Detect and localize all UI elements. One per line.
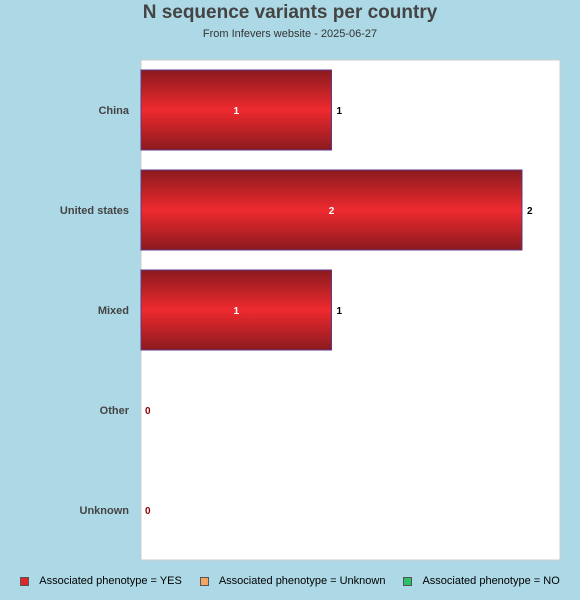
legend-label-yes: Associated phenotype = YES [39, 575, 182, 587]
bar-mixed [140, 269, 332, 351]
category-label-other: Other [100, 405, 130, 417]
bar-united-states [140, 169, 523, 251]
category-label-united-states: United states [60, 205, 129, 217]
legend-swatch-unknown [199, 576, 209, 586]
bar-value-label-united-states: 2 [329, 206, 335, 217]
category-label-mixed: Mixed [98, 305, 129, 317]
chart-subtitle: From Infevers website - 2025-06-27 [202, 28, 378, 40]
category-label-china: China [98, 105, 129, 117]
chart-legend: Associated phenotype = YES Associated ph… [0, 575, 580, 587]
total-label-united-states: 2 [527, 206, 533, 217]
total-label-other: 0 [145, 406, 151, 417]
category-label-unknown: Unknown [80, 505, 130, 517]
total-label-unknown: 0 [145, 506, 151, 517]
legend-swatch-yes [20, 576, 30, 586]
bar-china [140, 69, 332, 151]
legend-label-unknown: Associated phenotype = Unknown [218, 575, 386, 587]
chart-title: N sequence variants per country [142, 2, 438, 23]
legend-swatch-no [403, 576, 413, 586]
legend-item-no[interactable]: Associated phenotype = NO [403, 575, 560, 587]
bar-chart: China 1 1 United states 2 2 Mixed 1 1 Other 0 Unkno… [60, 59, 561, 561]
bar-value-label-china: 1 [233, 106, 239, 117]
total-label-china: 1 [337, 106, 343, 117]
legend-item-yes[interactable]: Associated phenotype = YES [20, 575, 182, 587]
legend-label-no: Associated phenotype = NO [422, 575, 560, 587]
total-label-mixed: 1 [337, 306, 343, 317]
legend-item-unknown[interactable]: Associated phenotype = Unknown [199, 575, 386, 587]
bar-value-label-mixed: 1 [233, 306, 239, 317]
